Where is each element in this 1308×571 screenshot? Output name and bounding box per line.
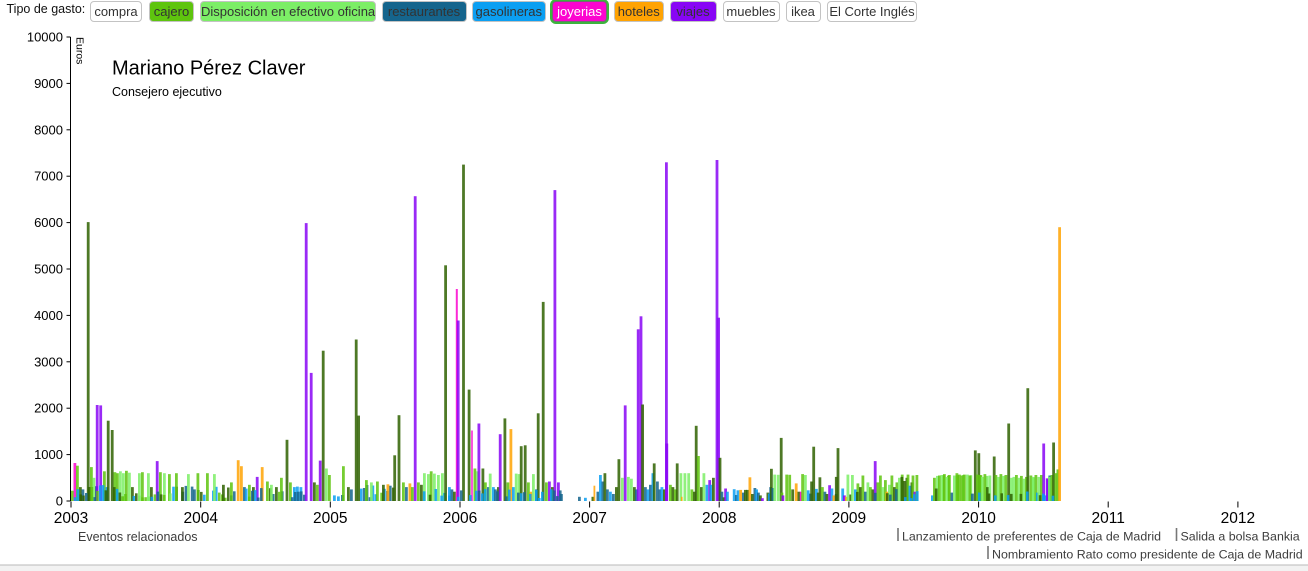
svg-text:9000: 9000 [34, 76, 63, 91]
svg-text:5000: 5000 [34, 262, 63, 277]
svg-text:2007: 2007 [572, 510, 606, 527]
svg-text:Mariano Pérez Claver: Mariano Pérez Claver [112, 58, 306, 80]
svg-text:2011: 2011 [1092, 510, 1125, 527]
svg-text:2004: 2004 [183, 510, 218, 527]
svg-text:Consejero ejecutivo: Consejero ejecutivo [112, 85, 222, 99]
svg-text:3000: 3000 [34, 354, 63, 369]
svg-text:2006: 2006 [443, 510, 477, 527]
svg-text:6000: 6000 [34, 215, 63, 230]
svg-text:2009: 2009 [832, 510, 866, 527]
svg-text:Salida a bolsa Bankia: Salida a bolsa Bankia [1181, 530, 1300, 544]
svg-text:10000: 10000 [27, 30, 63, 45]
svg-text:Euros: Euros [74, 37, 86, 64]
svg-text:4000: 4000 [34, 308, 63, 323]
svg-text:7000: 7000 [34, 169, 63, 184]
svg-text:2012: 2012 [1221, 510, 1255, 527]
svg-text:2010: 2010 [961, 510, 996, 527]
svg-text:Lanzamiento de preferentes de: Lanzamiento de preferentes de Caja de Ma… [902, 530, 1161, 544]
svg-text:0: 0 [56, 494, 63, 509]
svg-text:Nombramiento Rato como preside: Nombramiento Rato como presidente de Caj… [992, 548, 1303, 562]
svg-text:8000: 8000 [34, 122, 63, 137]
svg-text:2008: 2008 [702, 510, 736, 527]
svg-text:2003: 2003 [54, 510, 88, 527]
svg-text:2005: 2005 [313, 510, 347, 527]
svg-text:2000: 2000 [34, 401, 63, 416]
svg-text:1000: 1000 [34, 447, 63, 462]
svg-text:Eventos relacionados: Eventos relacionados [78, 530, 198, 544]
